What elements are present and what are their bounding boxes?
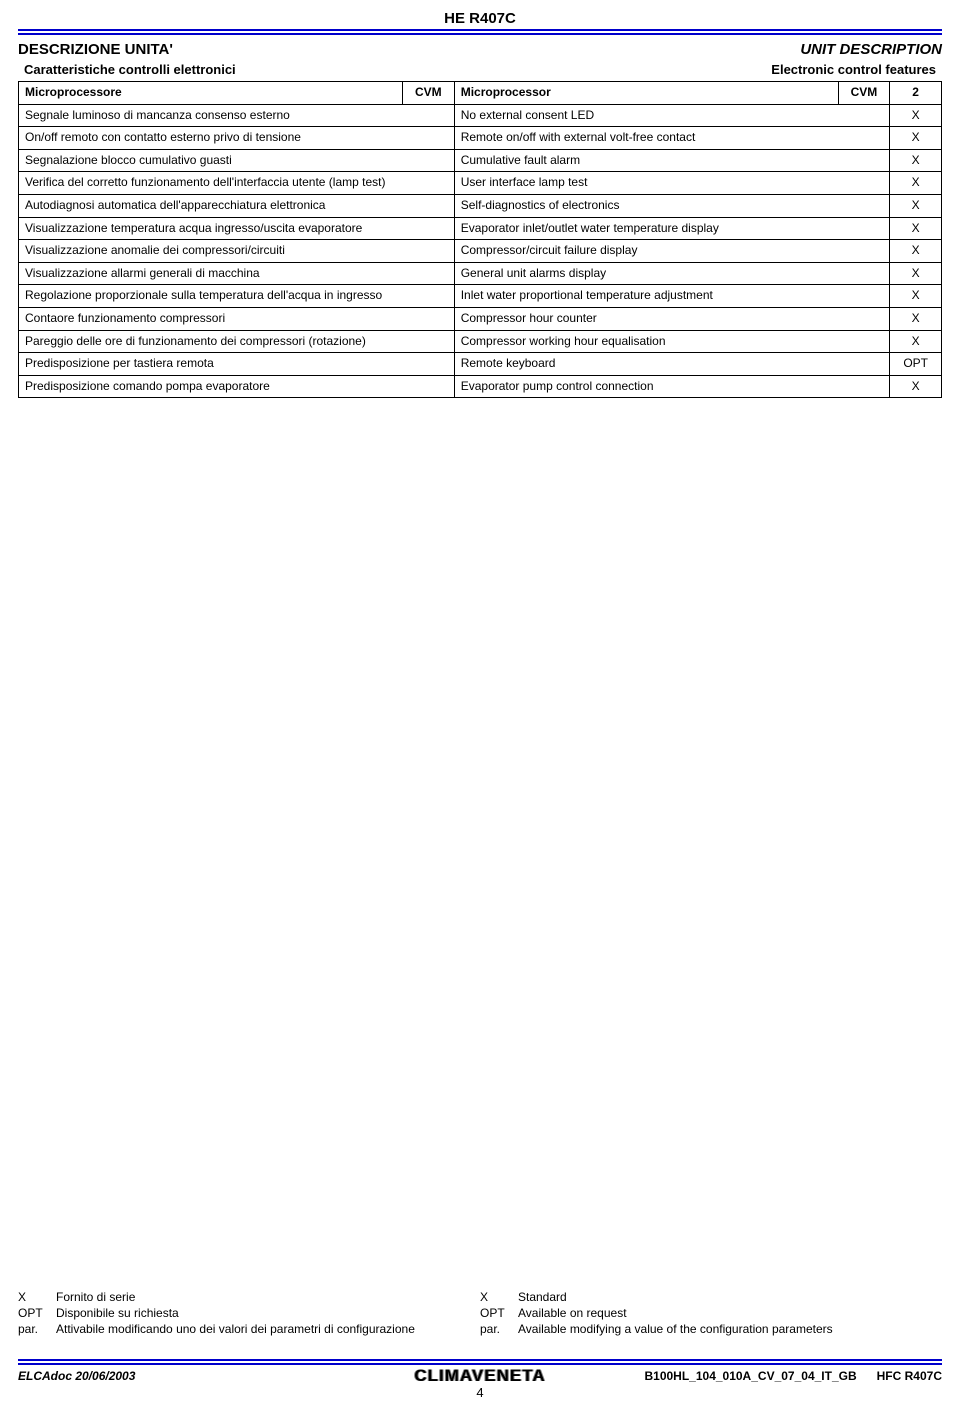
row-it: Segnale luminoso di mancanza consenso es… <box>19 104 455 127</box>
spec-table: MicroprocessoreCVMMicroprocessorCVM2Segn… <box>18 81 942 398</box>
table-header-en: Microprocessor <box>454 82 838 105</box>
row-it: Verifica del corretto funzionamento dell… <box>19 172 455 195</box>
row-value: X <box>890 104 942 127</box>
legend-key: par. <box>18 1322 56 1336</box>
row-en: User interface lamp test <box>454 172 890 195</box>
row-it: Contaore funzionamento compressori <box>19 307 455 330</box>
table-header-en-val2: 2 <box>890 82 942 105</box>
legend-text: Fornito di serie <box>56 1290 135 1304</box>
table-row: Predisposizione comando pompa evaporator… <box>19 375 942 398</box>
row-value: X <box>890 285 942 308</box>
table-row: Predisposizione per tastiera remotaRemot… <box>19 353 942 376</box>
legend-key: OPT <box>480 1306 518 1320</box>
row-en: Compressor working hour equalisation <box>454 330 890 353</box>
table-row: Autodiagnosi automatica dell'apparecchia… <box>19 194 942 217</box>
row-value: X <box>890 194 942 217</box>
row-value: X <box>890 240 942 263</box>
table-header-it-val: CVM <box>402 82 454 105</box>
section-title-left: DESCRIZIONE UNITA' <box>18 41 173 58</box>
table-row: Visualizzazione temperatura acqua ingres… <box>19 217 942 240</box>
row-en: Remote keyboard <box>454 353 890 376</box>
legend-text: Available modifying a value of the confi… <box>518 1322 833 1336</box>
row-value: OPT <box>890 353 942 376</box>
row-en: Evaporator pump control connection <box>454 375 890 398</box>
row-it: Predisposizione per tastiera remota <box>19 353 455 376</box>
legend-row: OPTAvailable on request <box>480 1306 942 1320</box>
table-row: Visualizzazione allarmi generali di macc… <box>19 262 942 285</box>
product-title: HE R407C <box>444 10 516 27</box>
row-value: X <box>890 307 942 330</box>
legend: XFornito di serieOPTDisponibile su richi… <box>18 1290 942 1338</box>
subsection-right: Electronic control features <box>771 62 936 77</box>
row-en: Cumulative fault alarm <box>454 149 890 172</box>
row-value: X <box>890 217 942 240</box>
row-value: X <box>890 149 942 172</box>
row-it: Predisposizione comando pompa evaporator… <box>19 375 455 398</box>
legend-row: XFornito di serie <box>18 1290 480 1304</box>
row-en: Self-diagnostics of electronics <box>454 194 890 217</box>
table-row: Contaore funzionamento compressoriCompre… <box>19 307 942 330</box>
legend-row: OPTDisponibile su richiesta <box>18 1306 480 1320</box>
row-value: X <box>890 375 942 398</box>
row-en: Compressor/circuit failure display <box>454 240 890 263</box>
row-value: X <box>890 262 942 285</box>
subsection-left: Caratteristiche controlli elettronici <box>24 62 236 77</box>
row-it: Segnalazione blocco cumulativo guasti <box>19 149 455 172</box>
table-row: Verifica del corretto funzionamento dell… <box>19 172 942 195</box>
row-en: Compressor hour counter <box>454 307 890 330</box>
row-it: Visualizzazione anomalie dei compressori… <box>19 240 455 263</box>
row-value: X <box>890 172 942 195</box>
row-value: X <box>890 127 942 150</box>
row-it: Pareggio delle ore di funzionamento dei … <box>19 330 455 353</box>
legend-key: X <box>480 1290 518 1304</box>
row-it: Regolazione proporzionale sulla temperat… <box>19 285 455 308</box>
legend-row: XStandard <box>480 1290 942 1304</box>
row-en: Remote on/off with external volt-free co… <box>454 127 890 150</box>
row-value: X <box>890 330 942 353</box>
row-en: No external consent LED <box>454 104 890 127</box>
legend-text: Attivabile modificando uno dei valori de… <box>56 1322 415 1336</box>
footer-code: HFC R407C <box>877 1369 942 1383</box>
footer-doc: B100HL_104_010A_CV_07_04_IT_GB <box>644 1369 856 1383</box>
row-it: On/off remoto con contatto esterno privo… <box>19 127 455 150</box>
row-it: Visualizzazione temperatura acqua ingres… <box>19 217 455 240</box>
page-number: 4 <box>18 1385 942 1400</box>
table-header-it: Microprocessore <box>19 82 403 105</box>
legend-text: Disponibile su richiesta <box>56 1306 179 1320</box>
table-row: Visualizzazione anomalie dei compressori… <box>19 240 942 263</box>
footer-double-rule <box>18 1359 942 1365</box>
legend-key: par. <box>480 1322 518 1336</box>
row-en: Inlet water proportional temperature adj… <box>454 285 890 308</box>
footer-logo: CLIMAVENETA <box>414 1366 545 1386</box>
table-row: Segnale luminoso di mancanza consenso es… <box>19 104 942 127</box>
footer-right: B100HL_104_010A_CV_07_04_IT_GB HFC R407C <box>644 1369 942 1383</box>
table-header-en-val1: CVM <box>838 82 890 105</box>
table-row: Pareggio delle ore di funzionamento dei … <box>19 330 942 353</box>
row-en: Evaporator inlet/outlet water temperatur… <box>454 217 890 240</box>
legend-key: OPT <box>18 1306 56 1320</box>
legend-row: par.Available modifying a value of the c… <box>480 1322 942 1336</box>
table-row: On/off remoto con contatto esterno privo… <box>19 127 942 150</box>
legend-text: Standard <box>518 1290 567 1304</box>
legend-text: Available on request <box>518 1306 627 1320</box>
row-it: Visualizzazione allarmi generali di macc… <box>19 262 455 285</box>
legend-row: par.Attivabile modificando uno dei valor… <box>18 1322 480 1336</box>
top-double-rule <box>18 29 942 35</box>
table-row: Regolazione proporzionale sulla temperat… <box>19 285 942 308</box>
table-row: Segnalazione blocco cumulativo guastiCum… <box>19 149 942 172</box>
row-it: Autodiagnosi automatica dell'apparecchia… <box>19 194 455 217</box>
section-title-right: UNIT DESCRIPTION <box>800 41 942 58</box>
row-en: General unit alarms display <box>454 262 890 285</box>
footer-left: ELCAdoc 20/06/2003 <box>18 1369 135 1383</box>
legend-key: X <box>18 1290 56 1304</box>
